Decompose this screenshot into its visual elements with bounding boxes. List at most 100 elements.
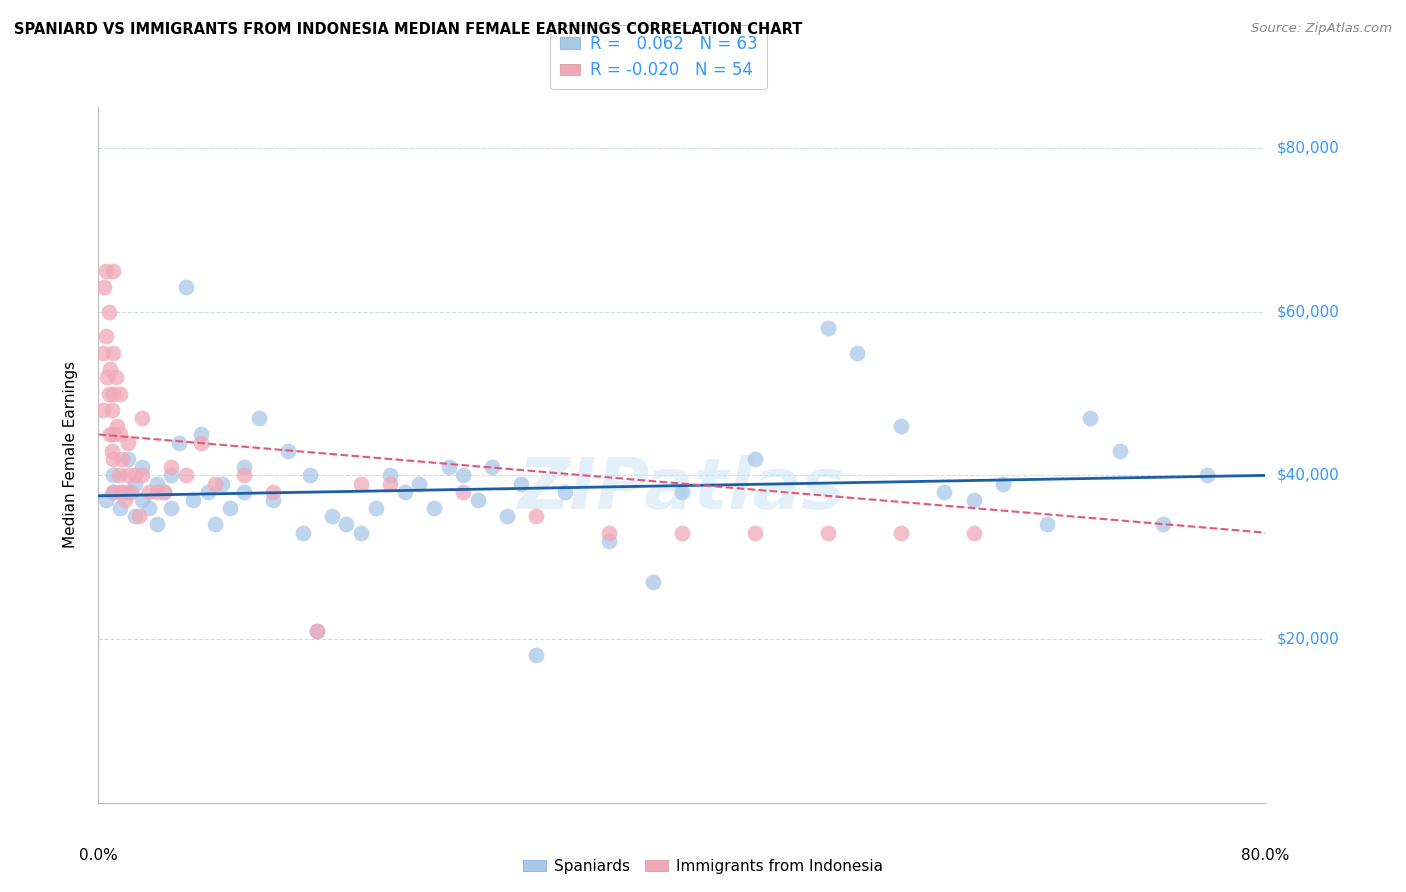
Point xyxy=(744,525,766,540)
Point xyxy=(262,484,284,499)
Point xyxy=(181,492,204,507)
Point xyxy=(598,525,620,540)
Point xyxy=(598,533,620,548)
Text: 80.0%: 80.0% xyxy=(1241,847,1289,863)
Point xyxy=(991,476,1014,491)
Point xyxy=(101,345,124,359)
Text: $20,000: $20,000 xyxy=(1277,632,1340,647)
Point xyxy=(1108,443,1130,458)
Legend: Spaniards, Immigrants from Indonesia: Spaniards, Immigrants from Indonesia xyxy=(517,853,889,880)
Point xyxy=(671,484,693,499)
Point xyxy=(105,419,128,434)
Point xyxy=(233,484,256,499)
Point xyxy=(467,492,489,507)
Point xyxy=(110,427,132,442)
Point xyxy=(124,468,146,483)
Y-axis label: Median Female Earnings: Median Female Earnings xyxy=(63,361,77,549)
Point xyxy=(110,484,132,499)
Point xyxy=(510,476,533,491)
Point xyxy=(128,509,150,524)
Point xyxy=(671,525,693,540)
Point xyxy=(277,443,299,458)
Point xyxy=(160,468,183,483)
Point xyxy=(524,509,547,524)
Point xyxy=(1080,411,1102,425)
Point xyxy=(247,411,270,425)
Point xyxy=(335,517,357,532)
Point xyxy=(817,321,839,335)
Point xyxy=(890,525,912,540)
Point xyxy=(378,468,402,483)
Point xyxy=(108,468,131,483)
Point xyxy=(211,476,233,491)
Point xyxy=(146,517,169,532)
Point xyxy=(934,484,956,499)
Text: $80,000: $80,000 xyxy=(1277,140,1340,155)
Point xyxy=(138,484,160,499)
Point xyxy=(101,468,124,483)
Point xyxy=(218,501,240,516)
Point xyxy=(97,304,120,318)
Point xyxy=(451,468,474,483)
Point xyxy=(262,492,284,507)
Point xyxy=(131,468,153,483)
Legend: R =   0.062   N = 63, R = -0.020   N = 54: R = 0.062 N = 63, R = -0.020 N = 54 xyxy=(550,25,768,89)
Text: Source: ZipAtlas.com: Source: ZipAtlas.com xyxy=(1251,22,1392,36)
Point xyxy=(321,509,343,524)
Point xyxy=(97,386,120,401)
Point xyxy=(307,624,329,638)
Point xyxy=(153,484,176,499)
Point xyxy=(233,460,256,475)
Point xyxy=(291,525,314,540)
Point xyxy=(117,468,139,483)
Point xyxy=(100,403,122,417)
Point xyxy=(962,525,984,540)
Point xyxy=(124,476,146,491)
Point xyxy=(117,435,139,450)
Point xyxy=(101,427,124,442)
Text: SPANIARD VS IMMIGRANTS FROM INDONESIA MEDIAN FEMALE EARNINGS CORRELATION CHART: SPANIARD VS IMMIGRANTS FROM INDONESIA ME… xyxy=(14,22,803,37)
Point xyxy=(394,484,416,499)
Point xyxy=(190,427,212,442)
Point xyxy=(350,525,373,540)
Point xyxy=(131,492,153,507)
Point xyxy=(437,460,460,475)
Point xyxy=(96,370,118,384)
Point xyxy=(91,345,114,359)
Point xyxy=(197,484,219,499)
Point xyxy=(112,484,135,499)
Point xyxy=(524,648,547,663)
Point xyxy=(190,435,212,450)
Text: 0.0%: 0.0% xyxy=(79,847,118,863)
Point xyxy=(451,484,474,499)
Point xyxy=(1152,517,1174,532)
Point xyxy=(117,452,139,467)
Point xyxy=(481,460,503,475)
Point xyxy=(174,468,197,483)
Point xyxy=(890,419,912,434)
Point xyxy=(160,501,183,516)
Text: $40,000: $40,000 xyxy=(1277,468,1340,483)
Point xyxy=(94,329,117,343)
Point xyxy=(495,509,517,524)
Point xyxy=(298,468,321,483)
Point xyxy=(408,476,430,491)
Point xyxy=(364,501,387,516)
Point xyxy=(423,501,446,516)
Point xyxy=(98,362,121,376)
Point xyxy=(131,411,153,425)
Point xyxy=(153,484,176,499)
Point xyxy=(160,460,183,475)
Point xyxy=(111,452,134,467)
Point xyxy=(817,525,839,540)
Point xyxy=(101,264,124,278)
Point xyxy=(641,574,664,589)
Point xyxy=(962,492,984,507)
Point xyxy=(117,484,139,499)
Point xyxy=(138,501,160,516)
Point xyxy=(350,476,373,491)
Point xyxy=(146,484,169,499)
Text: $60,000: $60,000 xyxy=(1277,304,1340,319)
Point xyxy=(554,484,576,499)
Point xyxy=(104,370,127,384)
